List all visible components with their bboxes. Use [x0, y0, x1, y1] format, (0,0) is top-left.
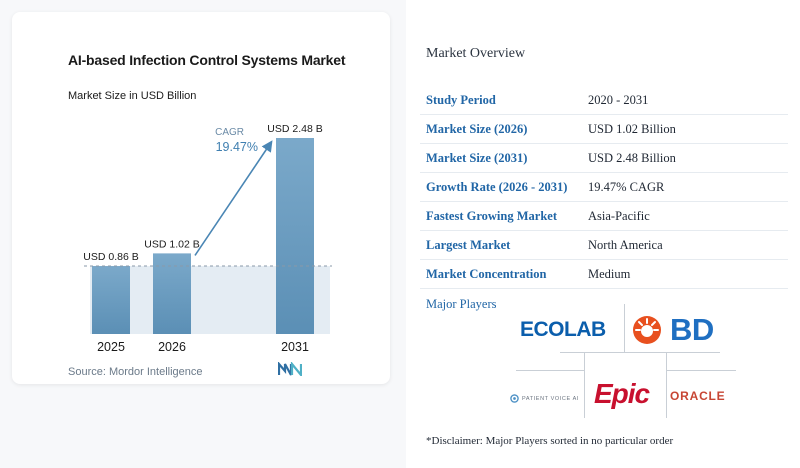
overview-row: Growth Rate (2026 - 2031) 19.47% CAGR — [420, 173, 788, 202]
overview-table: Study Period 2020 - 2031 Market Size (20… — [420, 86, 788, 289]
row-value: Asia-Pacific — [588, 208, 650, 223]
overview-row: Market Size (2031) USD 2.48 Billion — [420, 144, 788, 173]
market-overview-panel: Market Overview Study Period 2020 - 2031… — [406, 0, 800, 468]
grid-divider — [666, 370, 736, 371]
tick-label-2026: 2026 — [158, 340, 186, 354]
bd-starburst-icon — [633, 316, 661, 344]
grid-divider — [560, 352, 720, 353]
overview-row: Largest Market North America — [420, 231, 788, 260]
row-key: Largest Market — [426, 237, 511, 252]
overview-row: Market Size (2026) USD 1.02 Billion — [420, 115, 788, 144]
row-value: USD 2.48 Billion — [588, 150, 676, 165]
grid-divider — [516, 370, 584, 371]
data-label-2031: USD 2.48 B — [267, 123, 322, 135]
row-value: North America — [588, 237, 663, 252]
data-label-2026: USD 1.02 B — [144, 238, 199, 250]
patient-voice-ai-text: PATIENT VOICE AI — [522, 395, 579, 402]
chart-title: AI-based Infection Control Systems Marke… — [68, 52, 346, 68]
data-label-2025: USD 0.86 B — [83, 251, 138, 263]
bd-logo-text: BD — [670, 312, 714, 347]
bd-logo: BD — [632, 312, 714, 348]
row-key: Study Period — [426, 92, 496, 107]
row-key: Market Size (2026) — [426, 121, 528, 136]
mordor-logo-icon — [278, 362, 302, 376]
tick-label-2025: 2025 — [97, 340, 125, 354]
tick-label-2031: 2031 — [281, 340, 309, 354]
grid-divider — [584, 352, 585, 418]
ecolab-logo: ECOLAB — [520, 318, 606, 341]
row-value: USD 1.02 Billion — [588, 121, 676, 136]
chart-subtitle: Market Size in USD Billion — [68, 90, 197, 102]
overview-title: Market Overview — [426, 46, 526, 61]
bar-2031 — [276, 138, 314, 334]
row-value: 19.47% CAGR — [588, 179, 665, 194]
cagr-value: 19.47% — [216, 140, 258, 154]
overview-row: Fastest Growing Market Asia-Pacific — [420, 202, 788, 231]
row-value: Medium — [588, 266, 631, 281]
overview-row: Market Concentration Medium — [420, 260, 788, 289]
row-key: Market Size (2031) — [426, 150, 528, 165]
row-key: Fastest Growing Market — [426, 208, 557, 223]
bar-chart: USD 0.86 B 2025 USD 1.02 B 2026 USD 2.48 B 20… — [83, 123, 332, 354]
source-text: Source: Mordor Intelligence — [68, 366, 203, 378]
overview-row: Study Period 2020 - 2031 — [420, 86, 788, 115]
major-players-title: Major Players — [426, 297, 497, 311]
grid-divider — [624, 304, 625, 352]
row-value: 2020 - 2031 — [588, 92, 649, 107]
epic-logo: Epic — [594, 378, 650, 409]
row-key: Growth Rate (2026 - 2031) — [426, 179, 568, 194]
disclaimer-text: *Disclaimer: Major Players sorted in no … — [426, 435, 674, 447]
oracle-logo: ORACLE — [670, 389, 726, 403]
row-key: Market Concentration — [426, 266, 547, 281]
bar-2026 — [153, 253, 191, 334]
patient-voice-icon — [510, 394, 519, 403]
cagr-arrow — [194, 140, 273, 256]
patient-voice-ai-logo: PATIENT VOICE AI — [510, 394, 579, 403]
grid-divider — [666, 352, 667, 418]
cagr-label: CAGR — [215, 127, 244, 138]
bar-2025 — [92, 266, 130, 334]
major-players-logos: ECOLAB BD PATIENT VOICE AI — [506, 304, 740, 430]
